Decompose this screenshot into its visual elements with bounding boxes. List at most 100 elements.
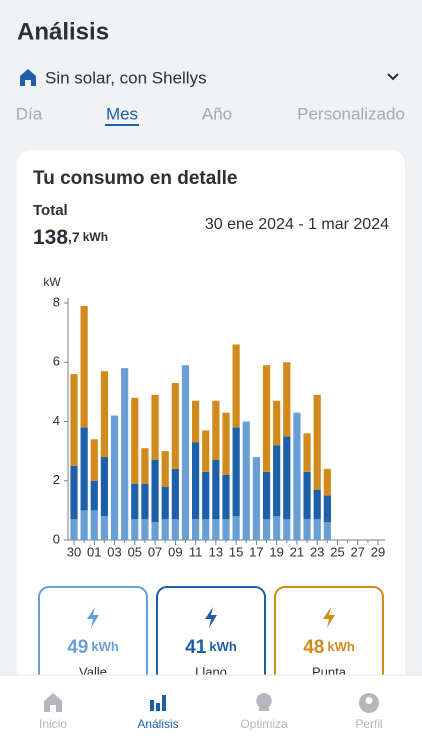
bar-segment [283, 362, 291, 437]
bar-segment [313, 519, 321, 540]
y-tick-label: 4 [53, 413, 60, 428]
tab[interactable]: Mes [105, 104, 139, 126]
x-tick-label: 30 [67, 544, 81, 559]
card-title: Tu consumo en detalle [33, 168, 237, 189]
bar-segment [232, 427, 240, 517]
x-tick-label: 15 [229, 544, 243, 559]
x-tick-label: 03 [107, 544, 121, 559]
bar-segment [313, 489, 321, 520]
bar-segment [202, 430, 210, 472]
total-label: Total [33, 202, 68, 219]
total-unit: kWh [83, 230, 108, 244]
nav-item[interactable]: Perfil [355, 693, 383, 731]
bar-segment [80, 427, 88, 511]
nav-icon [150, 695, 166, 711]
x-tick-label: 09 [168, 544, 182, 559]
tab-label: Personalizado [297, 104, 405, 123]
bar-segment [131, 483, 139, 520]
bar-segment [141, 519, 149, 540]
bar-segment [273, 516, 281, 540]
bar-segment [242, 421, 250, 540]
tab[interactable]: Personalizado [297, 104, 405, 123]
summary-value: 41 kWh [185, 637, 237, 658]
chart: kW 0 2 4 6 8 30 01 03 05 07 09 11 13 15 17 19 21 23 25 27 29 [43, 275, 385, 559]
bar-segment [70, 374, 78, 466]
nav-label: Perfil [355, 717, 382, 731]
bar-segment [151, 394, 159, 461]
x-tick-label: 11 [189, 544, 203, 559]
total-value: 138,7 kWh [33, 226, 108, 249]
bar-segment [192, 400, 200, 443]
y-tick-label: 6 [53, 354, 60, 369]
bar-segment [100, 457, 108, 517]
page-title: Análisis [17, 18, 109, 45]
y-tick-label: 2 [53, 472, 60, 487]
bar-segment [232, 344, 240, 428]
bolt-icon [205, 607, 217, 628]
tab[interactable]: Día [16, 104, 43, 123]
nav-label: Análisis [137, 717, 178, 731]
bar-segment [110, 415, 119, 540]
x-tick-label: 25 [330, 544, 344, 559]
summary-number: 41 [185, 637, 207, 658]
bar-segment [131, 397, 139, 484]
x-tick-label: 07 [148, 544, 162, 559]
bar-segment [252, 457, 260, 540]
bar-segment [222, 519, 230, 540]
y-axis-label: kW [43, 275, 61, 289]
summary-unit: kWh [327, 639, 355, 654]
bar-segment [222, 412, 230, 475]
bar-segment [212, 400, 220, 461]
tab[interactable]: Año [202, 104, 232, 123]
home-icon [20, 69, 36, 86]
nav-item[interactable]: Inicio [39, 693, 67, 731]
bar-segment [283, 519, 291, 540]
bar-segment [323, 522, 331, 540]
bar-segment [70, 519, 78, 540]
bar-segment [171, 468, 179, 520]
total-decimal: ,7 [68, 229, 80, 245]
bar-segment [141, 483, 149, 520]
bar-segment [80, 305, 88, 428]
bar-segment [323, 495, 331, 523]
bar-segment [192, 519, 200, 540]
summary-value: 49 kWh [67, 637, 119, 658]
bar-segment [90, 480, 98, 511]
nav-item[interactable]: Optimiza [240, 693, 288, 731]
bar-segment [212, 519, 220, 540]
location-selector[interactable]: Sin solar, con Shellys [20, 68, 399, 87]
bar-segment [70, 465, 78, 520]
bar-segment [151, 460, 159, 523]
nav-icon [358, 693, 379, 713]
nav-icon [44, 693, 62, 712]
summary-unit: kWh [209, 639, 237, 654]
bar-segment [141, 448, 149, 484]
bar-segment [202, 471, 210, 520]
bolt-icon [323, 607, 335, 628]
bar-segment [303, 471, 311, 520]
bar-segment [293, 412, 301, 540]
bar-segment [222, 474, 230, 520]
nav-item[interactable]: Análisis [137, 695, 179, 731]
summary-number: 48 [303, 637, 324, 658]
x-tick-label: 23 [310, 544, 324, 559]
bar-segment [283, 436, 291, 520]
nav-icon [256, 693, 272, 711]
bar-segment [313, 394, 321, 490]
x-tick-label: 13 [209, 544, 223, 559]
summary-unit: kWh [91, 639, 119, 654]
nav-label: Optimiza [240, 717, 288, 731]
nav-background [0, 675, 422, 750]
bar-segment [273, 400, 281, 446]
bar-segment [262, 471, 271, 520]
tab-label: Día [16, 104, 43, 123]
bar-segment [273, 445, 281, 517]
bar-segment [232, 516, 240, 540]
bottom-nav: Inicio Análisis Optimiza Perfil [0, 674, 422, 750]
bar-segment [90, 439, 98, 481]
tab-label: Año [202, 104, 232, 123]
bar-segment [161, 451, 169, 487]
bar-segment [171, 519, 179, 540]
bar-segment [181, 365, 190, 540]
